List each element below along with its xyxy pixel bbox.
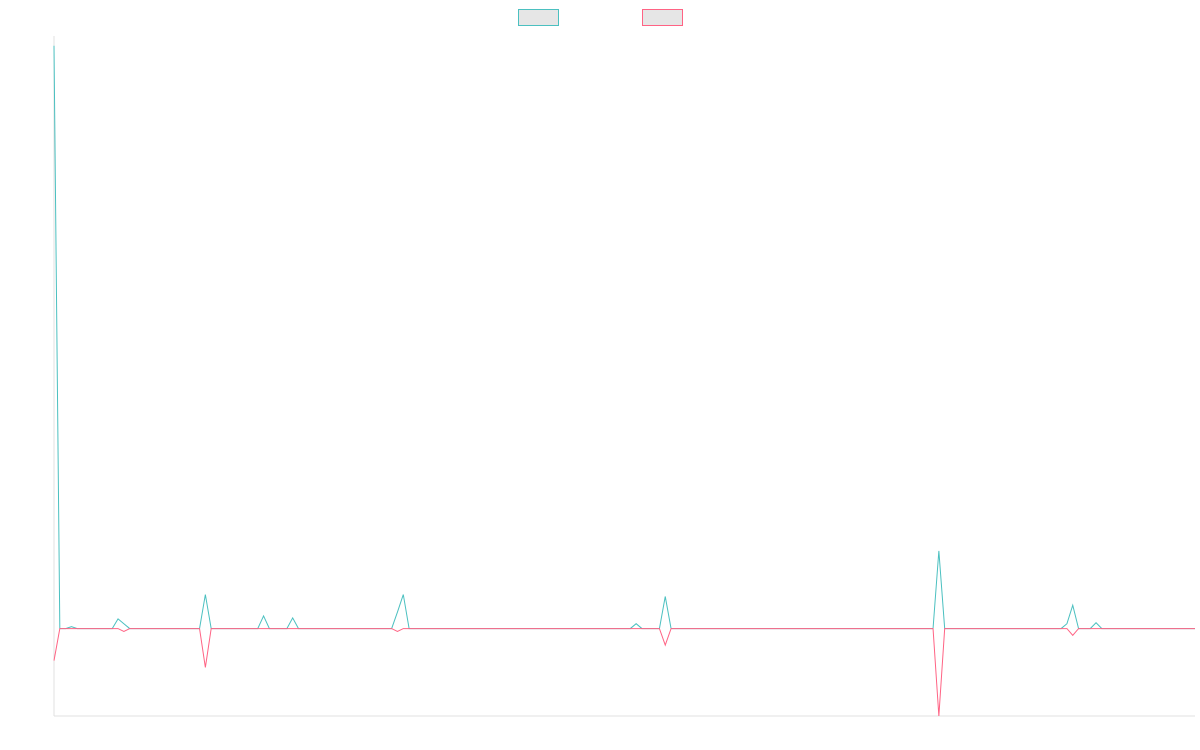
axes — [53, 36, 1195, 717]
series-line-0 — [53, 45, 1195, 630]
legend-swatch-1[interactable] — [642, 9, 683, 26]
series-line-1 — [53, 628, 1195, 717]
legend — [518, 9, 683, 26]
legend-swatch-0[interactable] — [518, 9, 559, 26]
series-group — [53, 45, 1195, 717]
